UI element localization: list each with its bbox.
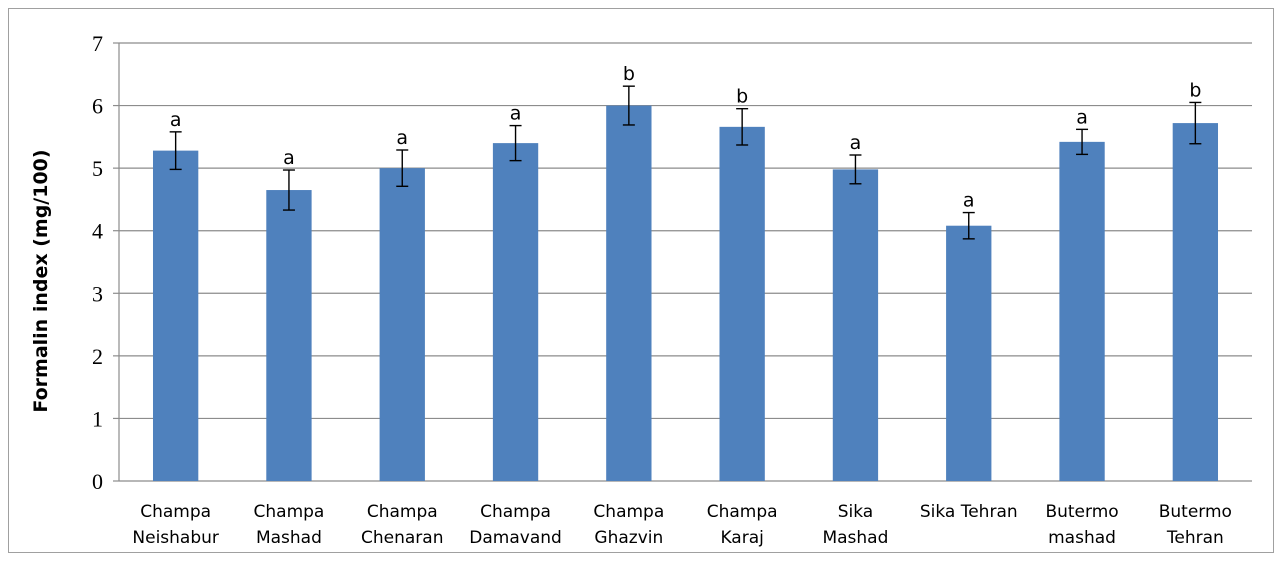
error-bar [622,85,635,126]
x-tick-label: Butermo [1159,502,1232,522]
x-tick-label: Champa [707,502,778,522]
y-tick-label: 3 [92,281,103,306]
x-tick-label: Champa [254,502,325,522]
x-tick-label: Tehran [1166,528,1224,548]
bar [719,126,765,482]
x-tick-label: Sika [838,502,873,522]
significance-label: a [1076,106,1088,128]
x-tick-label: Mashad [256,528,322,548]
y-tick-label: 7 [92,31,103,56]
y-tick-label: 4 [92,219,103,244]
significance-labels: a a a a b b a a a b [170,63,1202,211]
significance-label: b [1189,79,1201,101]
error-bar [1189,101,1202,145]
y-tick-label: 0 [92,469,103,494]
x-tick-label: mashad [1048,528,1116,548]
error-bar [169,131,182,171]
x-tick-label: Butermo [1045,502,1118,522]
error-bar [509,124,522,162]
significance-label: a [510,103,522,125]
significance-label: a [170,109,182,131]
x-tick-label: Chenaran [361,528,443,548]
x-tick-label: Champa [140,502,211,522]
x-tick-label: Damavand [469,528,562,548]
error-bars [169,85,1202,240]
x-tick-label: Mashad [822,528,888,548]
bar [152,150,199,481]
x-axis-ticks: Champa Neishabur Champa Mashad Champa Chenara… [132,502,1232,548]
x-tick-label: Champa [367,502,438,522]
x-tick-label: Ghazvin [594,528,663,548]
significance-label: b [736,86,748,108]
y-axis-label: Formalin index (mg/100) [30,149,52,412]
y-tick-label: 2 [92,344,103,369]
y-axis-ticks: 0 1 2 3 4 5 6 7 [92,31,103,494]
bars [152,105,1219,482]
error-bar [396,149,409,187]
bar [492,143,539,481]
error-bar [849,154,862,185]
significance-label: a [850,132,862,154]
y-tick-label: 1 [92,406,103,431]
x-tick-label: Champa [480,502,551,522]
significance-label: a [963,190,975,212]
error-bar [736,107,749,146]
x-tick-label: Neishabur [132,528,219,548]
significance-label: a [283,147,295,169]
x-tick-label: Karaj [720,528,763,548]
y-tick-label: 6 [92,94,103,119]
bar [266,190,312,482]
x-tick-label: Champa [593,502,664,522]
significance-label: b [623,63,635,85]
y-tick-label: 5 [92,156,103,181]
error-bar [1076,128,1089,156]
bar [1172,123,1219,481]
bar [379,168,425,481]
significance-label: a [396,127,408,149]
bar [606,105,652,482]
x-tick-label: Sika Tehran [920,502,1018,522]
error-bar [962,211,975,240]
bar [832,169,879,481]
bar [946,225,992,481]
bar [1059,141,1105,481]
error-bar [282,169,295,211]
